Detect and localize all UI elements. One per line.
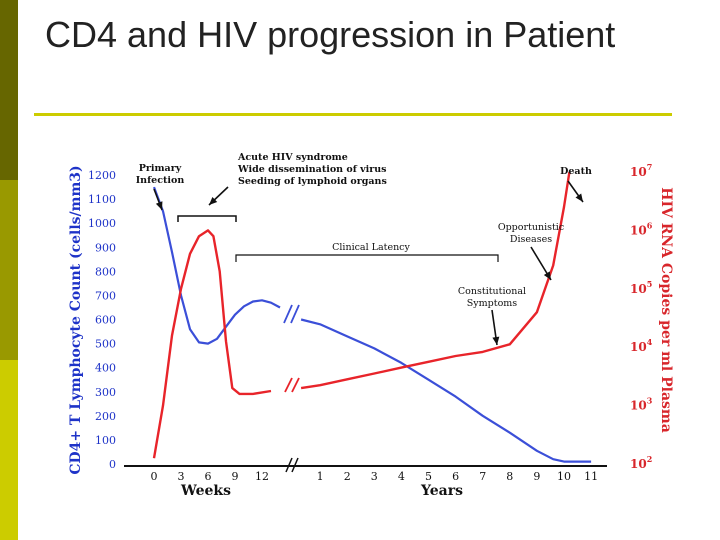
- cd4-series-line-weeks: [152, 186, 281, 345]
- x-weeks-tick-label: 0: [151, 470, 158, 483]
- opportunistic-diseases-arrow: [543, 271, 551, 280]
- accent-bar-light: [0, 360, 18, 540]
- slide-title: CD4 and HIV progression in Patient: [45, 14, 616, 55]
- y-left-tick-label: 1200: [88, 169, 116, 182]
- x-years-tick-label: 11: [584, 470, 598, 483]
- y-right-tick-label: 106: [630, 220, 653, 237]
- x-axis-break-mark: [291, 457, 299, 473]
- title-underline: [34, 113, 672, 116]
- x-years-tick-label: 5: [425, 470, 432, 483]
- x-years-tick-label: 3: [371, 470, 378, 483]
- acute-phase-bracket: [177, 215, 237, 222]
- annotation-death: Death: [560, 166, 592, 177]
- y-left-tick-label: 500: [95, 338, 116, 351]
- y-left-tick-label: 400: [95, 362, 116, 375]
- y-left-tick-label: 1100: [88, 193, 116, 206]
- x-weeks-tick-label: 3: [178, 470, 185, 483]
- death-arrow: [575, 193, 583, 202]
- x-weeks-tick-label: 6: [205, 470, 212, 483]
- x-years-tick-label: 6: [452, 470, 459, 483]
- hiv-break-mark: [291, 377, 300, 393]
- x-years-tick-label: 9: [533, 470, 540, 483]
- annotation-constitutional-symptoms: Symptoms: [467, 298, 518, 309]
- annotation-clinical-latency: Clinical Latency: [332, 242, 410, 253]
- y-left-axis-label: CD4+ T Lymphocyte Count (cells/mm3): [68, 165, 84, 474]
- annotation-acute-hiv: Wide dissemination of virus: [237, 164, 387, 175]
- annotation-constitutional-symptoms: Constitutional: [458, 286, 526, 297]
- primary-infection-arrow: [155, 201, 163, 210]
- accent-bar-medium: [0, 180, 18, 360]
- x-years-label: Years: [420, 483, 463, 499]
- y-right-axis-label: HIV RNA Copies per ml Plasma: [658, 187, 674, 433]
- clinical-latency-bracket: [235, 254, 499, 262]
- x-years-tick-label: 1: [317, 470, 324, 483]
- cd4-break-mark: [283, 304, 293, 324]
- y-left-tick-label: 300: [95, 386, 116, 399]
- y-left-tick-label: 600: [95, 314, 116, 327]
- x-weeks-tick-label: 9: [232, 470, 239, 483]
- annotation-opportunistic-diseases: Opportunistic: [498, 222, 564, 233]
- annotation-primary-infection: Primary: [139, 163, 182, 174]
- y-left-tick-label: 0: [109, 458, 116, 471]
- y-right-tick-label: 104: [630, 337, 653, 354]
- hiv-break-mark: [284, 377, 293, 393]
- annotation-acute-hiv: Acute HIV syndrome: [237, 152, 348, 163]
- y-left-tick-label: 800: [95, 265, 116, 278]
- y-right-tick-label: 103: [630, 396, 653, 413]
- cd4-break-mark: [290, 304, 300, 324]
- y-left-tick-label: 1000: [88, 217, 116, 230]
- y-right-tick-label: 105: [630, 279, 652, 296]
- annotation-primary-infection: Infection: [136, 175, 185, 186]
- cd4-series-line-years: [300, 318, 592, 463]
- x-axis-break-mark: [285, 457, 293, 473]
- x-years-tick-label: 4: [398, 470, 405, 483]
- x-years-tick-label: 10: [557, 470, 571, 483]
- x-years-tick-label: 7: [479, 470, 486, 483]
- annotation-acute-hiv: Seeding of lymphoid organs: [238, 176, 387, 187]
- y-left-tick-label: 200: [95, 410, 116, 423]
- x-years-tick-label: 2: [344, 470, 351, 483]
- hiv-rna-series-line-years: [300, 171, 571, 390]
- hiv-rna-series-line-weeks: [152, 229, 272, 459]
- y-left-tick-label: 900: [95, 241, 116, 254]
- annotation-opportunistic-diseases: Diseases: [510, 234, 552, 245]
- y-right-tick-label: 107: [630, 162, 652, 179]
- y-right-tick-label: 102: [630, 454, 652, 471]
- x-weeks-tick-label: 12: [255, 470, 269, 483]
- x-years-tick-label: 8: [506, 470, 513, 483]
- accent-bar-dark: [0, 0, 18, 180]
- constitutional-symptoms-arrow: [492, 336, 500, 345]
- acute-hiv-arrow: [209, 196, 218, 205]
- x-weeks-label: Weeks: [180, 483, 231, 499]
- y-left-tick-label: 700: [95, 289, 116, 302]
- y-left-tick-label: 100: [95, 434, 116, 447]
